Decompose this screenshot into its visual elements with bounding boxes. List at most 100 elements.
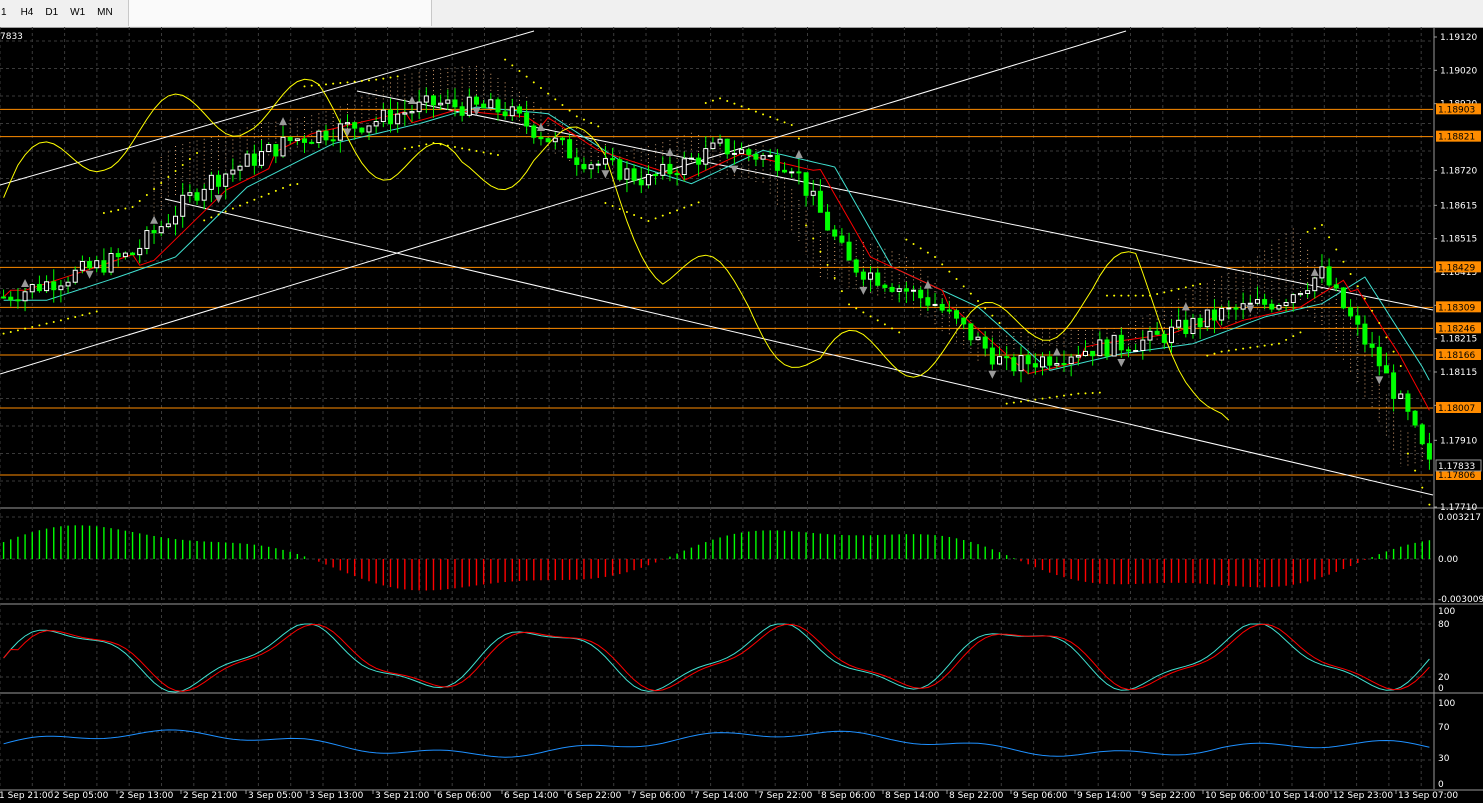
sar-dot [776,118,779,121]
sar-dot [1313,227,1316,230]
timeframe-w1-button[interactable]: W1 [70,7,86,18]
sar-dot [1363,297,1366,300]
candle-body [423,95,429,103]
candle-body [1047,356,1053,366]
sar-dot [181,164,184,166]
candle-body [975,336,981,341]
fractal-down-icon [1117,358,1126,367]
time-axis-label: 1 Sep 21:00 [0,791,54,801]
fractal-up-icon [279,117,288,126]
trend-line [356,90,1434,311]
candle-body [438,102,444,106]
sar-dot [1356,285,1359,288]
sar-dot [1027,399,1030,402]
candle-body [1190,317,1196,334]
sar-dot [210,216,213,219]
fractal-up-icon [923,280,932,289]
sar-dot [905,238,908,241]
sar-dot [862,311,865,314]
sar-dot [1213,352,1216,355]
sar-dot [568,109,571,112]
price-chart[interactable]: 1.191201.190201.189201.187201.186151.185… [0,27,1483,803]
candle-body [352,122,358,129]
candle-body [1362,323,1368,345]
sar-dot [582,118,585,121]
candle-body [610,158,616,161]
candle-body [660,163,666,176]
candle-body [853,259,859,273]
candle-body [65,281,71,287]
sar-dot [1141,294,1144,297]
fractal-up-icon [1052,347,1061,356]
horizontal-lines[interactable] [0,108,1433,476]
sar-dot [690,204,693,206]
sar-dot [1091,392,1094,394]
fractals [21,95,1384,385]
candle-body [796,171,802,174]
sar-dot [389,76,392,79]
candle-body [266,144,272,153]
sar-dot [683,206,686,209]
sar-dot [1227,349,1230,352]
time-axis-label: 3 Sep 21:00 [375,791,430,801]
sar-dot [547,92,550,95]
candle-body [316,130,322,144]
candle-body [1405,393,1411,412]
sar-dot [611,205,614,207]
sar-dot [217,213,220,216]
trend-lines[interactable] [0,30,1434,496]
candle-body [173,215,179,225]
candle-body [968,323,974,341]
candlesticks [1,87,1432,470]
sar-dot [797,137,800,140]
timeframe-h4-button[interactable]: H4 [20,7,34,18]
price-axis-label: 1.18615 [1440,201,1477,211]
candle-body [516,106,522,114]
fractal-down-icon [730,165,739,174]
timeframe-mn-button[interactable]: MN [97,7,113,18]
candle-body [595,163,601,166]
price-tag-label: 1.18903 [1438,105,1475,115]
sar-dot [504,58,507,61]
macd-axis-label: 0.00 [1438,555,1458,565]
sar-dot [640,217,643,219]
candle-body [1348,307,1354,317]
price-axis-label: 1.17710 [1440,503,1477,513]
sar-dot [203,219,206,222]
candle-body [273,144,279,157]
timeframe-d1-button[interactable]: D1 [45,7,59,18]
chart-area[interactable]: 1.191201.190201.189201.187201.186151.185… [0,27,1483,803]
candle-body [44,281,50,292]
candle-body [602,158,608,165]
sar-dot [325,83,328,86]
sar-dot [59,319,62,322]
macd-axis-label: 0.003217 [1438,513,1481,523]
candle-body [395,113,401,125]
candle-body [846,241,852,261]
sar-dot [704,102,707,104]
candle-body [1018,355,1024,372]
trend-line [0,30,535,186]
timeframe-toolbar: 1 H4 D1 W1 MN [0,0,1483,28]
sar-dot [1242,347,1245,350]
sar-dot [1020,400,1023,403]
time-axis-label: 2 Sep 21:00 [183,791,238,801]
candle-body [259,151,265,166]
timeframe-h1-button[interactable]: 1 [1,7,7,18]
candle-body [1226,307,1232,310]
sar-dot [174,170,177,172]
sar-dot [711,99,714,102]
sar-dot [1378,322,1381,324]
candle-body [1161,333,1167,343]
candle-body [1176,319,1182,328]
sar-dot [95,310,98,313]
candle-body [1340,287,1346,309]
candle-body [1011,357,1017,372]
sar-dot [81,314,84,317]
candle-body [1297,292,1303,296]
sar-dot [231,207,234,210]
sar-dot [332,82,335,85]
candle-body [1391,372,1397,399]
sar-dot [353,80,356,83]
candle-body [445,99,451,104]
